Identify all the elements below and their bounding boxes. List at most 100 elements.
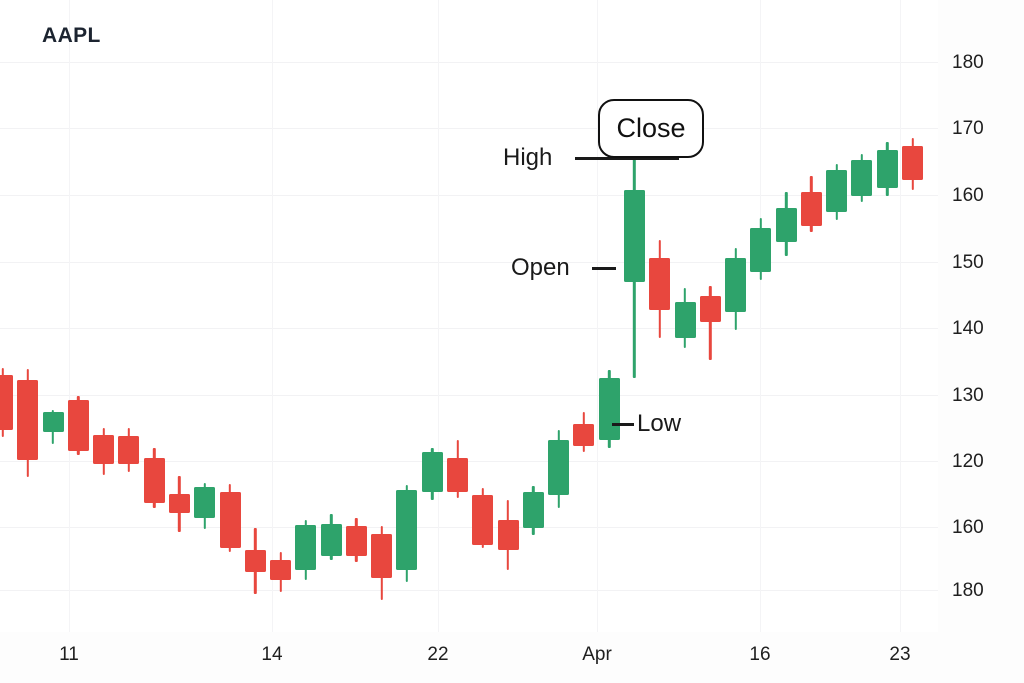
- gridline-v-16: [760, 0, 761, 632]
- gridline-v-11: [69, 0, 70, 632]
- y-tick-label: 170: [952, 118, 984, 139]
- gridline-v-22: [438, 0, 439, 632]
- candlestick-body: [93, 435, 115, 464]
- candlestick-body: [649, 258, 671, 310]
- gridline-h-160: [0, 195, 938, 196]
- candlestick-body: [244, 550, 266, 572]
- candlestick: [118, 0, 140, 632]
- gridline-h-140: [0, 328, 938, 329]
- candlestick-body: [623, 190, 645, 282]
- annotation-high-label: High: [503, 144, 553, 171]
- x-tick-label: 23: [889, 644, 911, 665]
- gridline-h-120: [0, 461, 938, 462]
- candlestick: [194, 0, 216, 632]
- candlestick: [674, 0, 696, 632]
- candlestick: [0, 0, 13, 632]
- candlestick-body: [800, 192, 822, 226]
- candlestick: [775, 0, 797, 632]
- annotation-close-callout-box: Close: [598, 99, 704, 158]
- candlestick-body: [902, 146, 923, 180]
- candlestick-body: [598, 378, 620, 440]
- candlestick: [421, 0, 443, 632]
- candlestick: [497, 0, 519, 632]
- gridline-h-130: [0, 395, 938, 396]
- candlestick: [143, 0, 165, 632]
- y-tick-label: 150: [952, 252, 984, 273]
- annotation-open-leader-line: [592, 267, 616, 270]
- y-tick-label: 140: [952, 318, 984, 339]
- candlestick-body: [750, 228, 772, 272]
- gridline-h-170: [0, 128, 938, 129]
- candlestick-body: [396, 490, 418, 570]
- candlestick-body: [270, 560, 292, 580]
- y-tick-label: 160: [952, 185, 984, 206]
- y-tick-label: 160: [952, 517, 984, 538]
- x-tick-label: Apr: [582, 644, 612, 665]
- candlestick-body: [295, 525, 317, 570]
- candlestick: [800, 0, 822, 632]
- candlestick: [573, 0, 595, 632]
- y-tick-label: 120: [952, 451, 984, 472]
- annotation-low-leader-line: [612, 423, 634, 426]
- candlestick: [320, 0, 342, 632]
- y-tick-label: 130: [952, 385, 984, 406]
- candlestick: [623, 0, 645, 632]
- candlestick: [396, 0, 418, 632]
- candlestick-body: [699, 296, 721, 322]
- annotation-low-label: Low: [637, 410, 682, 437]
- gridline-h-160: [0, 527, 938, 528]
- candlestick-body: [143, 458, 165, 503]
- x-tick-label: 11: [59, 644, 79, 665]
- gridline-v-14: [272, 0, 273, 632]
- candlestick-body: [17, 380, 39, 460]
- candlestick-body: [674, 302, 696, 338]
- candlestick-body: [67, 400, 89, 451]
- candlestick: [750, 0, 772, 632]
- candlestick: [295, 0, 317, 632]
- candlestick: [371, 0, 393, 632]
- candlestick-body: [725, 258, 747, 312]
- candlestick: [244, 0, 266, 632]
- gridline-v-Apr: [597, 0, 598, 632]
- candlestick: [67, 0, 89, 632]
- candlestick-body: [548, 440, 570, 495]
- x-tick-label: 22: [427, 644, 449, 665]
- candlestick-body: [345, 526, 367, 556]
- candlestick: [42, 0, 64, 632]
- candlestick: [345, 0, 367, 632]
- gridline-h-180: [0, 590, 938, 591]
- candlestick-body: [472, 495, 494, 545]
- gridline-h-180: [0, 62, 938, 63]
- candlestick-body: [320, 524, 342, 556]
- candlestick: [902, 0, 923, 632]
- candlestick: [876, 0, 898, 632]
- candlestick: [522, 0, 544, 632]
- candlestick: [649, 0, 671, 632]
- candlestick-body: [775, 208, 797, 242]
- annotation-close-label: Close: [616, 113, 686, 143]
- candlestick: [826, 0, 848, 632]
- candlestick-body: [421, 452, 443, 492]
- gridline-v-23: [900, 0, 901, 632]
- annotation-open-label: Open: [511, 254, 570, 281]
- candlestick-body: [447, 458, 468, 492]
- candlestick-body: [826, 170, 848, 212]
- candlestick: [472, 0, 494, 632]
- candlestick: [447, 0, 468, 632]
- candlestick-body: [219, 492, 241, 548]
- candlestick-body: [497, 520, 519, 550]
- candlestick: [93, 0, 115, 632]
- candlestick: [851, 0, 873, 632]
- x-axis: [0, 632, 1024, 683]
- page-title: AAPL: [42, 24, 101, 47]
- annotation-high-leader-line: [575, 157, 679, 160]
- candlestick-body: [573, 424, 595, 446]
- y-tick-label: 180: [952, 52, 984, 73]
- candlestick-body: [0, 375, 13, 430]
- candlestick: [598, 0, 620, 632]
- candlestick-body: [851, 160, 873, 196]
- candlestick: [270, 0, 292, 632]
- candlestick-body: [168, 494, 190, 513]
- x-tick-label: 14: [261, 644, 283, 665]
